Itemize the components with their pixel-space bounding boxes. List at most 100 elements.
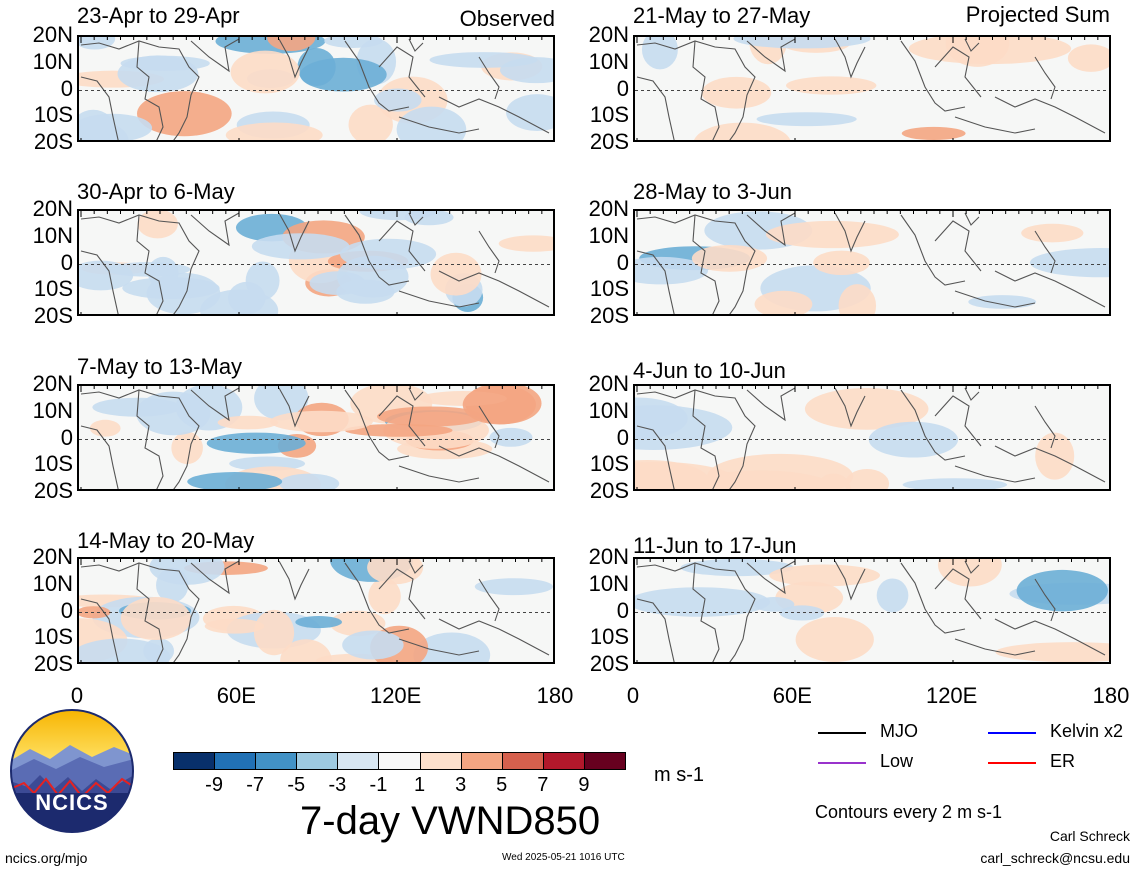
legend-label: ER [1050, 751, 1076, 771]
coastline [636, 425, 675, 489]
positive-anomaly [804, 388, 929, 430]
coastline [746, 38, 796, 73]
positive-anomaly [225, 122, 323, 140]
coastline [398, 290, 480, 308]
y-tick-label: 0 [616, 249, 629, 275]
y-tick-label: 10N [588, 222, 629, 248]
coastline [378, 395, 426, 447]
coastline [80, 562, 200, 662]
y-tick-label: 10S [33, 624, 73, 650]
y-tick-label: 20S [33, 303, 73, 328]
negative-anomaly [342, 630, 404, 660]
coastline [408, 38, 424, 52]
coastline [438, 96, 550, 134]
positive-anomaly [280, 639, 332, 662]
positive-anomaly [1021, 223, 1084, 243]
colorbar-swatch [460, 752, 503, 770]
positive-anomaly [815, 473, 852, 489]
positive-anomaly [844, 469, 890, 489]
y-tick-label: 20N [588, 22, 629, 47]
y-tick-label: 10S [589, 276, 629, 302]
footer-url[interactable]: ncics.org/mjo [5, 850, 88, 866]
y-tick-label: 20S [33, 129, 73, 154]
coastline [994, 445, 1106, 483]
coastline [136, 40, 164, 140]
footer-timestamp: Wed 2025-05-21 1016 UTC [502, 852, 625, 863]
positive-anomaly [79, 606, 111, 619]
negative-anomaly [680, 559, 794, 577]
negative-anomaly [413, 632, 491, 662]
coastline [80, 40, 200, 140]
x-tick-label: 120E [369, 683, 422, 708]
coastline [636, 598, 675, 662]
coastline [278, 387, 310, 428]
negative-anomaly [779, 605, 825, 621]
positive-anomaly [377, 406, 484, 427]
logo-text: NCICS [35, 790, 109, 815]
map-panel [633, 35, 1111, 142]
negative-anomaly [309, 271, 366, 296]
coastline [80, 214, 200, 314]
colorbar-swatch [296, 752, 339, 770]
map-panel [633, 384, 1111, 491]
coastline [408, 560, 424, 574]
positive-anomaly [230, 50, 300, 94]
panel-period-title: 11-Jun to 17-Jun [633, 533, 797, 558]
coastline [834, 387, 866, 428]
coastline [954, 290, 1036, 308]
positive-anomaly [937, 559, 1002, 587]
coastline [692, 562, 720, 662]
colorbar-tick-label: 9 [578, 774, 590, 796]
coastline [692, 214, 720, 314]
coastline [378, 568, 426, 620]
coastline [136, 389, 164, 489]
y-tick-label: 20S [589, 129, 629, 154]
positive-anomaly [769, 564, 880, 587]
anomaly-field [635, 559, 1109, 662]
negative-anomaly [79, 638, 171, 662]
coastline [994, 96, 1106, 134]
negative-anomaly [756, 112, 857, 127]
projected-label: Projected Sum [965, 2, 1110, 27]
panel-period-title: 7-May to 13-May [77, 354, 243, 379]
y-tick-label: 10S [33, 102, 73, 128]
coastline [1034, 56, 1056, 100]
positive-anomaly [754, 290, 813, 314]
coastline [344, 562, 410, 634]
colorbar-tick-label: -3 [328, 774, 347, 796]
positive-anomaly [995, 642, 1109, 662]
coastline [398, 465, 480, 483]
y-tick-label: 0 [60, 424, 73, 450]
coastline [746, 212, 796, 247]
positive-anomaly [838, 284, 877, 314]
x-tick-label: 60E [216, 683, 256, 708]
positive-anomaly [765, 220, 899, 249]
positive-anomaly [795, 616, 874, 662]
panel-period-title: 21-May to 27-May [633, 3, 811, 28]
x-tick-label: 180 [1092, 683, 1130, 708]
y-tick-label: 20N [588, 544, 629, 569]
y-tick-label: 20N [32, 371, 73, 396]
positive-anomaly [813, 250, 870, 275]
map-panel [77, 209, 555, 316]
positive-anomaly [635, 461, 734, 489]
negative-anomaly [474, 578, 553, 596]
y-tick-label: 20S [589, 478, 629, 503]
colorbar-tick-label: -9 [205, 774, 223, 796]
coastline [378, 220, 426, 272]
footer-author: Carl Schreck [1049, 828, 1130, 844]
coastline [278, 212, 310, 253]
negative-anomaly [187, 472, 283, 489]
footer-email[interactable]: carl_schreck@ncsu.edu [980, 850, 1130, 866]
x-tick-label: 180 [536, 683, 574, 708]
coastline [900, 562, 966, 634]
anomaly-field [79, 386, 553, 489]
negative-anomaly [374, 88, 422, 112]
coastline [964, 38, 980, 52]
coastline [746, 560, 796, 595]
panel-period-title: 23-Apr to 29-Apr [77, 3, 240, 28]
y-tick-label: 10N [588, 48, 629, 74]
positive-anomaly [253, 609, 295, 656]
coastline [408, 387, 424, 401]
anomaly-field [79, 37, 553, 140]
